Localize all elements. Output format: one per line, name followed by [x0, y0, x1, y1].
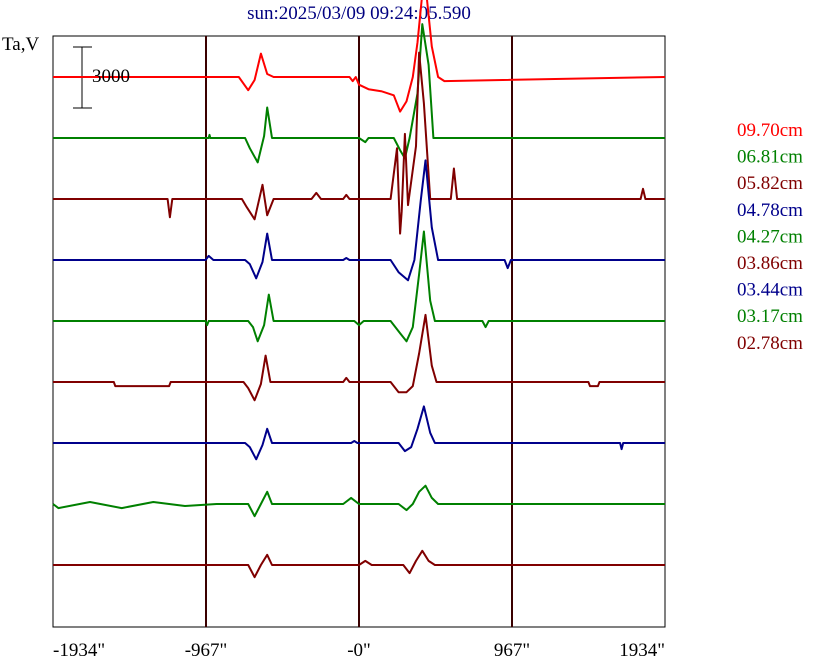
legend-item-06.81cm: 06.81cm [737, 147, 803, 168]
legend-item-03.44cm: 03.44cm [737, 280, 803, 301]
series-line-03.86cm [53, 313, 665, 402]
reference-lines [205, 36, 513, 627]
series-line-02.78cm [53, 549, 665, 579]
series-group [52, 0, 666, 579]
legend-item-09.70cm: 09.70cm [737, 120, 803, 141]
chart-title: sun:2025/03/09 09:24:05.590 [247, 3, 471, 24]
series-line-05.82cm [53, 51, 665, 235]
x-tick-label-3: 967" [494, 640, 530, 661]
x-tick-label-1: -967" [185, 640, 228, 661]
series-line-03.17cm [52, 484, 665, 518]
scale-bar-label: 3000 [92, 66, 130, 87]
legend-item-02.78cm: 02.78cm [737, 333, 803, 354]
series-line-03.44cm [53, 405, 665, 461]
legend-item-03.17cm: 03.17cm [737, 306, 803, 327]
legend-item-05.82cm: 05.82cm [737, 173, 803, 194]
legend-item-04.27cm: 04.27cm [737, 226, 803, 247]
x-tick-labels: -1934" -967" -0" 967" 1934" [53, 640, 665, 661]
x-tick-label-0: -1934" [53, 640, 105, 661]
x-tick-label-2: -0" [347, 640, 371, 661]
series-line-04.78cm [53, 159, 665, 282]
series-line-04.27cm [53, 230, 665, 343]
series-line-09.70cm [53, 0, 666, 113]
legend-item-04.78cm: 04.78cm [737, 200, 803, 221]
legend-item-03.86cm: 03.86cm [737, 253, 803, 274]
legend: 09.70cm 06.81cm 05.82cm 04.78cm 04.27cm 03.86… [737, 120, 803, 354]
x-tick-label-4: 1934" [619, 640, 665, 661]
y-axis-label: Ta,V [2, 34, 39, 55]
